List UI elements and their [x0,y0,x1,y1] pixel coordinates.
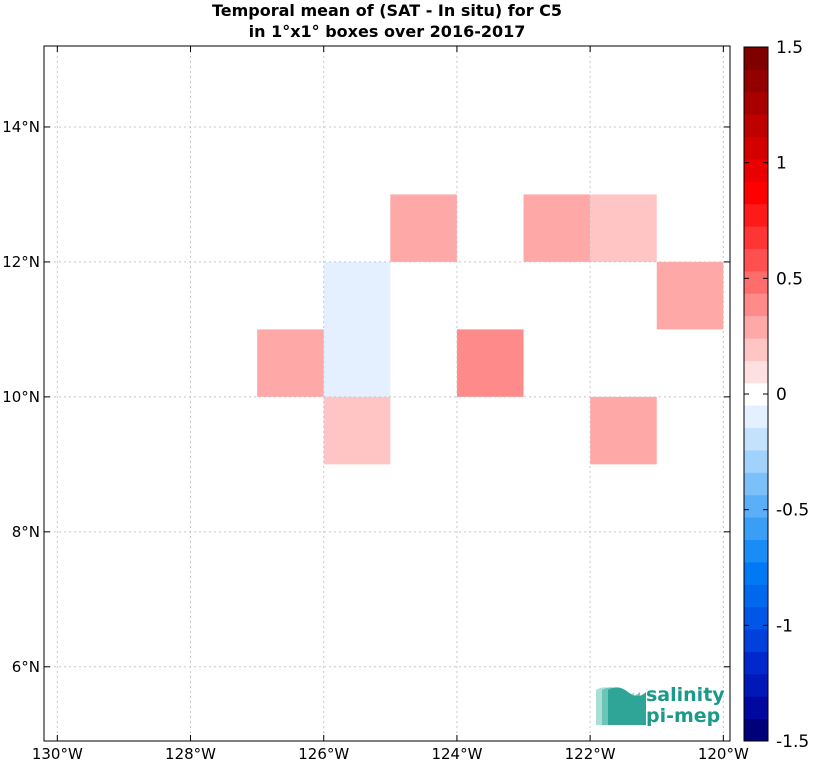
lat-tick-label: 10°N [2,388,40,406]
colorbar-segment [744,449,768,473]
data-cell [656,261,724,330]
colorbar-segment [744,584,768,608]
colorbar-segment [744,158,768,182]
colorbar-segment [744,91,768,115]
colorbar-segment [744,69,768,93]
colorbar-segment [744,517,768,541]
colorbar-segment [744,673,768,697]
colorbar-segment [744,136,768,160]
data-cell [456,329,524,397]
map-title-line2: in 1°x1° boxes over 2016-2017 [248,22,526,41]
colorbar-segment [744,114,768,138]
logo-text-salinity: salinity [646,684,725,706]
colorbar-tick-label: -1 [776,616,793,636]
lat-tick-label: 12°N [2,253,40,271]
colorbar-segment [744,494,768,518]
colorbar-segment [744,696,768,720]
map-area: 130°W 128°W 126°W 124°W 122°W 120°W 6°N 8°N 10°N… [2,45,749,763]
logo-text-pi-mep: pi-mep [646,705,720,727]
colorbar-segment [744,405,768,429]
lon-tick-label: 130°W [32,745,83,763]
colorbar-segment [744,382,768,406]
colorbar-segment [744,315,768,339]
lat-tick-label: 6°N [12,658,40,676]
lat-tick-label: 8°N [12,523,40,541]
colorbar-segment [744,651,768,675]
colorbar-segment [744,203,768,227]
colorbar-tick-label: -1.5 [776,732,809,752]
colorbar-tick-label: 0 [776,385,787,405]
colorbar-segment [744,427,768,451]
data-cell [590,194,657,262]
logo-wave [608,687,646,725]
data-cell [523,194,591,262]
data-cell [323,396,391,465]
colorbar-segment [744,293,768,317]
lon-tick-label: 122°W [565,745,616,763]
data-cell [590,396,657,465]
colorbar-segment [744,248,768,272]
colorbar-tick-label: 1 [776,154,787,174]
map-frame [43,45,731,742]
colorbar-segment [744,539,768,563]
colorbar-tick-label: 0.5 [776,269,803,289]
colorbar-tick-label: -0.5 [776,501,809,521]
lat-tick-label: 14°N [2,118,40,136]
colorbar-segment [744,181,768,205]
colorbar-segment [744,270,768,294]
data-cell [390,194,457,262]
lon-tick-label: 128°W [165,745,216,763]
colorbar-segment [744,718,768,742]
colorbar-segment [744,472,768,496]
colorbar-tick-label: 1.5 [776,38,803,58]
colorbar-segment [744,629,768,652]
lon-tick-label: 126°W [298,745,349,763]
colorbar-segment [744,606,768,630]
colorbar-segment [744,338,768,361]
colorbar-segment [744,561,768,585]
colorbar-segment [744,226,768,249]
data-cell [323,261,391,330]
colorbar-segment [744,47,768,70]
colorbar-segment [744,360,768,384]
colorbar: 1.5 1 0.5 0 -0.5 -1 -1.5 [743,38,809,752]
map-title-line1: Temporal mean of (SAT - In situ) for C5 [211,1,563,20]
data-cell [257,329,324,397]
lon-tick-label: 120°W [698,745,749,763]
lon-tick-label: 124°W [431,745,482,763]
data-cell [323,329,391,397]
